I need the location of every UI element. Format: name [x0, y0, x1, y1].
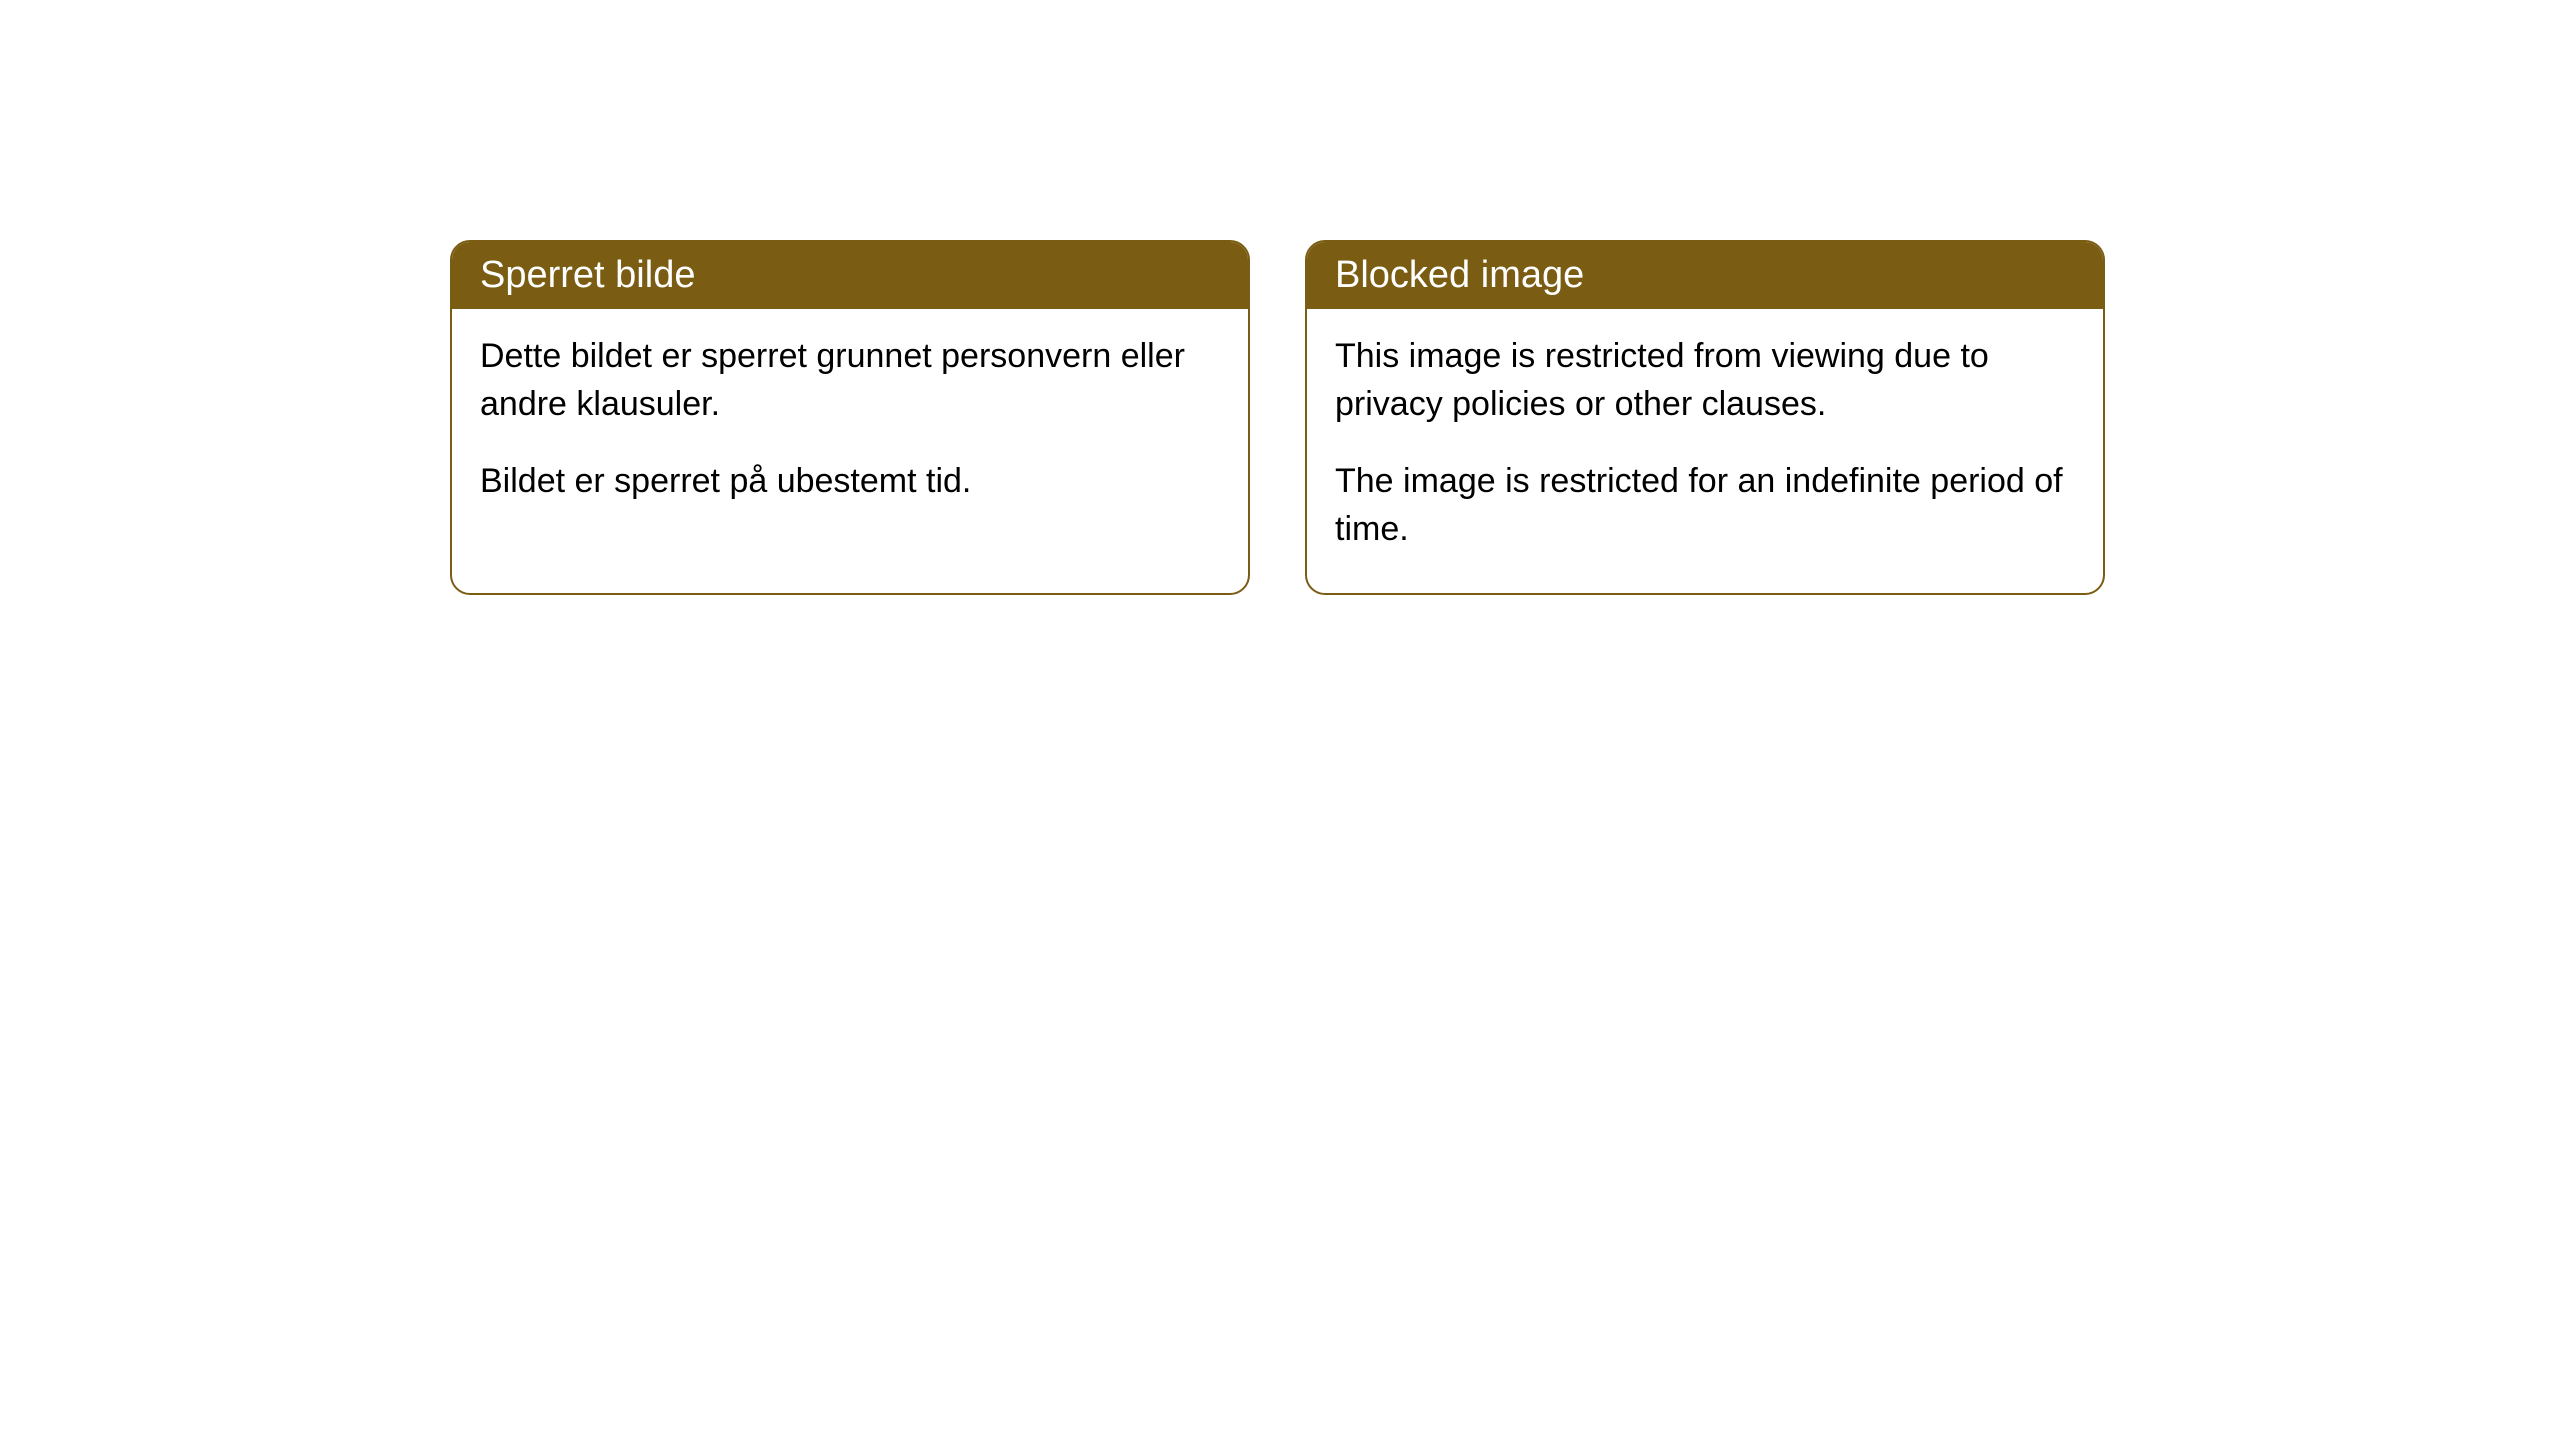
notice-cards-container: Sperret bilde Dette bildet er sperret gr…: [450, 240, 2560, 595]
card-body-english: This image is restricted from viewing du…: [1307, 309, 2103, 593]
card-header-norwegian: Sperret bilde: [452, 242, 1248, 309]
card-paragraph-1-norwegian: Dette bildet er sperret grunnet personve…: [480, 333, 1220, 428]
blocked-image-card-norwegian: Sperret bilde Dette bildet er sperret gr…: [450, 240, 1250, 595]
card-header-english: Blocked image: [1307, 242, 2103, 309]
card-title-norwegian: Sperret bilde: [480, 254, 695, 296]
card-paragraph-2-english: The image is restricted for an indefinit…: [1335, 458, 2075, 553]
card-paragraph-2-norwegian: Bildet er sperret på ubestemt tid.: [480, 458, 1220, 506]
card-title-english: Blocked image: [1335, 254, 1584, 296]
card-body-norwegian: Dette bildet er sperret grunnet personve…: [452, 309, 1248, 546]
blocked-image-card-english: Blocked image This image is restricted f…: [1305, 240, 2105, 595]
card-paragraph-1-english: This image is restricted from viewing du…: [1335, 333, 2075, 428]
